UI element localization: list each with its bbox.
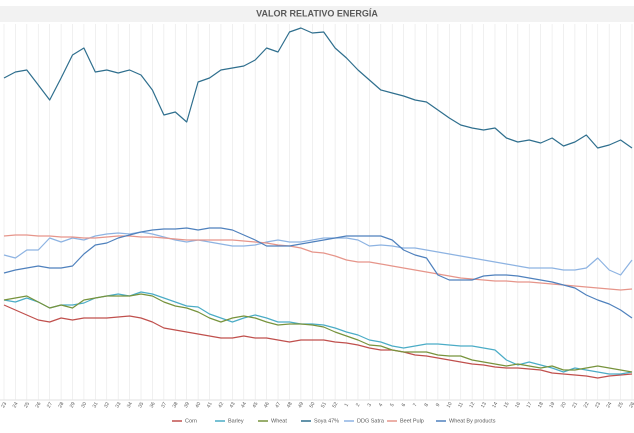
x-tick-label: 10 bbox=[446, 401, 454, 409]
x-tick-label: 28 bbox=[57, 401, 65, 409]
x-tick-label: 12 bbox=[468, 401, 476, 409]
legend-label: Corn bbox=[185, 418, 197, 424]
series-line bbox=[3, 27, 633, 149]
x-tick-label: 11 bbox=[457, 401, 465, 409]
x-tick-label: 46 bbox=[263, 401, 271, 409]
x-tick-label: 52 bbox=[331, 401, 339, 409]
x-tick-label: 21 bbox=[571, 401, 579, 409]
x-tick-label: 2 bbox=[355, 402, 362, 408]
series-line bbox=[3, 231, 633, 276]
x-tick-label: 34 bbox=[126, 401, 134, 409]
x-tick-label: 25 bbox=[23, 401, 31, 409]
legend-label: DDG Satra bbox=[357, 418, 385, 424]
series-line bbox=[3, 227, 633, 319]
x-tick-label: 23 bbox=[0, 401, 8, 409]
x-tick-label: 13 bbox=[480, 401, 488, 409]
series-line bbox=[3, 304, 633, 379]
x-tick-label: 24 bbox=[12, 401, 20, 409]
x-tick-label: 43 bbox=[229, 401, 237, 409]
x-tick-label: 49 bbox=[297, 401, 305, 409]
x-tick-label: 40 bbox=[194, 401, 202, 409]
x-tick-label: 51 bbox=[320, 401, 328, 409]
legend-label: Barley bbox=[228, 418, 244, 424]
legend-label: Soya 47% bbox=[314, 418, 339, 424]
x-tick-label: 45 bbox=[251, 401, 259, 409]
x-tick-label: 5 bbox=[389, 402, 396, 408]
x-tick-label: 47 bbox=[274, 401, 282, 409]
title-band bbox=[0, 6, 634, 22]
legend-label: Beet Pulp bbox=[400, 418, 424, 424]
x-tick-label: 29 bbox=[69, 401, 77, 409]
x-tick-label: 7 bbox=[412, 402, 419, 408]
chart-title: VALOR RELATIVO ENERGÍA bbox=[256, 8, 378, 18]
x-tick-label: 39 bbox=[183, 401, 191, 409]
x-tick-label: 3 bbox=[366, 402, 373, 408]
x-tick-label: 20 bbox=[560, 401, 568, 409]
legend-label: Wheat bbox=[271, 418, 287, 424]
x-tick-label: 42 bbox=[217, 401, 225, 409]
x-tick-label: 27 bbox=[46, 401, 54, 409]
x-tick-label: 35 bbox=[137, 401, 145, 409]
x-tick-label: 9 bbox=[435, 402, 442, 408]
series-line bbox=[3, 293, 633, 373]
x-tick-label: 50 bbox=[309, 401, 317, 409]
x-tick-label: 36 bbox=[149, 401, 157, 409]
legend-label: Wheat By products bbox=[449, 418, 496, 424]
x-tick-label: 15 bbox=[503, 401, 511, 409]
x-tick-label: 24 bbox=[605, 401, 613, 409]
x-tick-label: 38 bbox=[172, 401, 180, 409]
x-tick-label: 32 bbox=[103, 401, 111, 409]
x-tick-label: 19 bbox=[548, 401, 556, 409]
x-tick-label: 17 bbox=[526, 401, 534, 409]
x-tick-label: 30 bbox=[80, 401, 88, 409]
x-tick-label: 1 bbox=[344, 402, 351, 408]
x-tick-label: 41 bbox=[206, 401, 214, 409]
x-tick-label: 31 bbox=[92, 401, 100, 409]
x-tick-label: 33 bbox=[114, 401, 122, 409]
x-tick-label: 4 bbox=[378, 402, 385, 408]
x-tick-label: 16 bbox=[514, 401, 522, 409]
x-tick-label: 22 bbox=[583, 401, 591, 409]
series-line bbox=[3, 234, 633, 291]
x-tick-label: 48 bbox=[286, 401, 294, 409]
x-tick-label: 25 bbox=[617, 401, 625, 409]
x-tick-label: 37 bbox=[160, 401, 168, 409]
x-tick-label: 18 bbox=[537, 401, 545, 409]
x-tick-label: 14 bbox=[491, 401, 499, 409]
x-tick-label: 23 bbox=[594, 401, 602, 409]
x-tick-label: 44 bbox=[240, 401, 248, 409]
x-tick-label: 6 bbox=[401, 402, 408, 408]
x-tick-label: 26 bbox=[35, 401, 43, 409]
x-tick-label: 8 bbox=[423, 402, 430, 408]
x-tick-label: 26 bbox=[628, 401, 634, 409]
